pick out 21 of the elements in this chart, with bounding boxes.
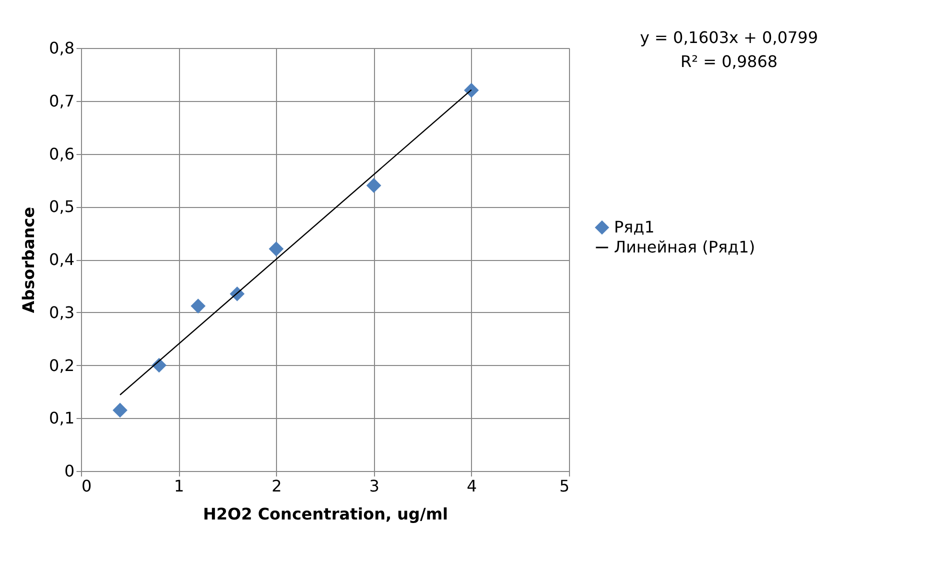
y-tick-label: 0,8 [49,38,74,58]
y-tick-label: 0,1 [49,408,74,428]
y-tick-label: 0,7 [49,91,74,110]
x-tick-label: 1 [174,476,184,496]
x-tick-label: 0 [82,476,92,496]
y-tick-label: 0,6 [49,144,74,164]
y-tick-label: 0,2 [49,356,74,375]
x-tick-label: 4 [466,476,477,496]
x-tick-label: 5 [559,476,570,496]
x-tick-label: 2 [272,476,282,496]
text: R² = 0,9868 [680,52,778,71]
y-tick-label: 0,4 [49,250,74,269]
x-axis-title: H2O2 Concentration, ug/ml [202,504,448,524]
y-tick-label: 0,3 [49,302,74,322]
y-tick-label: 0 [64,462,74,480]
y-axis-title: Absorbance [19,206,38,314]
legend-label: Линейная (Ряд1) [614,238,756,256]
legend-label: Ряд1 [614,218,655,236]
x-tick-label: 3 [369,476,380,496]
text: y = 0,1603x + 0,0799 [640,28,818,47]
y-tick-label: 0,5 [49,197,74,216]
